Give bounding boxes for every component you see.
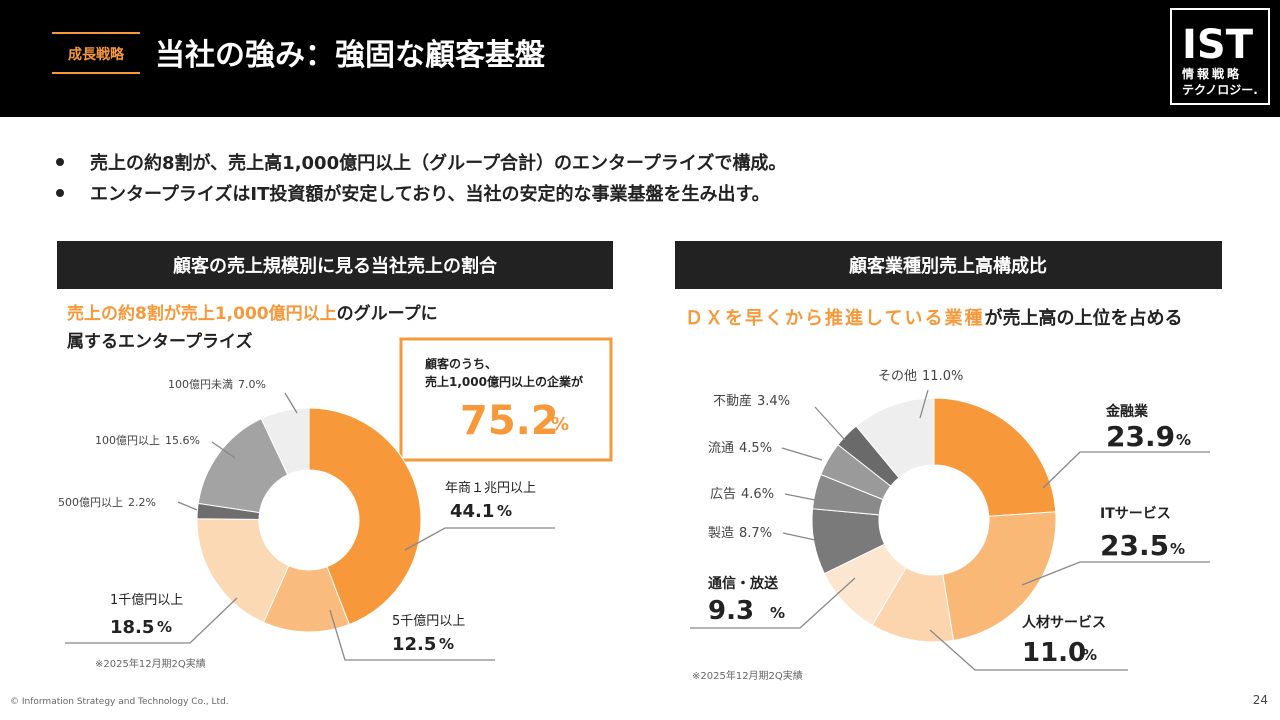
label-name: 広告 xyxy=(710,487,736,502)
callout-value: 75.2 xyxy=(460,398,559,444)
leader-line xyxy=(284,392,298,414)
leader-line xyxy=(1042,451,1210,489)
label-value: 23.5 xyxy=(1100,529,1169,562)
label-value: 7.0% xyxy=(238,378,266,391)
label-small: 500億円以上 2.2% xyxy=(58,496,156,509)
bullet-dot xyxy=(56,158,64,166)
label-name: 人材サービス xyxy=(1022,614,1106,631)
label-name: 流通 xyxy=(708,441,734,456)
label-name: 年商１兆円以上 xyxy=(445,481,536,496)
leader-line xyxy=(211,441,236,459)
note: ※2025年12月期2Q実績 xyxy=(95,657,206,670)
logo: IST xyxy=(1182,22,1254,68)
leader-line xyxy=(404,527,555,551)
subtitle: 売上の約8割が売上1,000億円以上のグループに xyxy=(67,303,438,324)
label-name: 100億円以上 xyxy=(95,434,160,447)
header-bar xyxy=(0,0,1280,117)
subtitle-highlight: 売上の約8割が売上1,000億円以上 xyxy=(67,303,337,324)
label-small: 不動産 3.4% xyxy=(713,393,790,409)
header-tag: 成長戦略 xyxy=(68,46,125,63)
leader-line xyxy=(177,501,198,511)
donut-slice xyxy=(196,518,290,624)
label-name: 金融業 xyxy=(1105,403,1149,420)
label-name: 5千億円以上 xyxy=(392,613,465,629)
label-unit: % xyxy=(770,604,785,622)
leader-line xyxy=(1021,561,1210,586)
label-small: 製造 8.7% xyxy=(708,526,772,541)
label-name: 不動産 xyxy=(713,393,752,409)
chart-title: 顧客業種別売上高構成比 xyxy=(849,255,1047,277)
subtitle-rest: が売上高の上位を占める xyxy=(984,307,1182,329)
leader-line xyxy=(782,532,816,541)
label-name: ITサービス xyxy=(1100,506,1171,522)
leader-line xyxy=(784,493,816,501)
subtitle-rest: のグループに xyxy=(337,303,438,324)
label-unit: % xyxy=(157,618,172,636)
label-value: 44.1 xyxy=(450,501,494,522)
donut-slice xyxy=(933,397,1057,517)
label-value: 3.4% xyxy=(757,394,790,409)
label-name: 1千億円以上 xyxy=(110,592,183,608)
label-value: 8.7% xyxy=(739,526,772,541)
logo-box xyxy=(1170,8,1270,105)
label-unit: % xyxy=(439,635,454,653)
label-small: 流通 4.5% xyxy=(708,441,772,456)
header-title: 当社の強み：強固な顧客基盤 xyxy=(155,38,545,73)
subtitle: 属するエンタープライズ xyxy=(67,331,252,352)
subtitle-highlight: ＤＸを早くから推進している業種 xyxy=(685,307,984,329)
bullet-dot xyxy=(56,189,64,197)
logo-sub: 情報戦略 xyxy=(1182,66,1242,81)
label-value: 18.5 xyxy=(110,617,154,638)
leader-line xyxy=(929,629,1128,671)
label-small: 100億円以上 15.6% xyxy=(95,434,200,447)
note: ※2025年12月期2Q実績 xyxy=(692,669,803,682)
logo-sub: テクノロジー. xyxy=(1182,83,1258,97)
leader-line xyxy=(919,389,929,419)
donut-slice xyxy=(260,407,310,476)
subtitle: ＤＸを早くから推進している業種が売上高の上位を占める xyxy=(685,307,1182,329)
leader-line xyxy=(814,406,846,441)
bullet: 売上の約8割が、売上高1,000億円以上（グループ合計）のエンタープライズで構成… xyxy=(90,152,786,174)
chart-title: 顧客の売上規模別に見る当社売上の割合 xyxy=(173,255,498,277)
label-value: 23.9 xyxy=(1106,420,1175,453)
label-small: 100億円未満 7.0% xyxy=(168,378,266,391)
label-unit: % xyxy=(1176,431,1191,449)
label-name: 製造 xyxy=(708,526,734,541)
callout-text: 売上1,000億円以上の企業が xyxy=(425,374,583,389)
label-name: 通信・放送 xyxy=(708,575,779,592)
label-small: 広告 4.6% xyxy=(710,487,774,502)
section-header xyxy=(57,241,613,289)
donut-slice xyxy=(942,511,1057,642)
leader-line xyxy=(690,577,856,629)
callout-unit: % xyxy=(551,414,569,435)
label-value: 11.0 xyxy=(1022,638,1086,668)
donut-slice xyxy=(855,397,935,479)
bullet: エンタープライズはIT投資額が安定しており、当社の安定的な事業基盤を生み出す。 xyxy=(90,183,770,205)
callout-box xyxy=(399,337,613,462)
page-number: 24 xyxy=(1253,693,1268,707)
label-unit: % xyxy=(1082,646,1097,664)
leader-line xyxy=(65,597,238,644)
copyright: © Information Strategy and Technology Co… xyxy=(10,697,229,707)
section-header xyxy=(675,241,1222,289)
label-value: 4.6% xyxy=(741,487,774,502)
label-unit: % xyxy=(1170,540,1185,558)
label-small: その他 11.0% xyxy=(878,369,963,384)
label-name: 100億円未満 xyxy=(168,378,233,391)
donut-slice xyxy=(308,407,422,626)
callout-text: 顧客のうち、 xyxy=(425,356,497,371)
label-value: 15.6% xyxy=(165,434,200,447)
label-value: 12.5 xyxy=(392,634,436,655)
label-name: 500億円以上 xyxy=(58,496,123,509)
leader-line xyxy=(329,609,495,661)
label-name: その他 xyxy=(878,369,917,384)
label-value: 2.2% xyxy=(128,496,156,509)
label-unit: % xyxy=(497,502,512,520)
label-value: 4.5% xyxy=(739,441,772,456)
leader-line xyxy=(781,447,823,461)
label-value: 11.0% xyxy=(922,369,963,384)
label-value: 9.3 xyxy=(708,596,754,626)
